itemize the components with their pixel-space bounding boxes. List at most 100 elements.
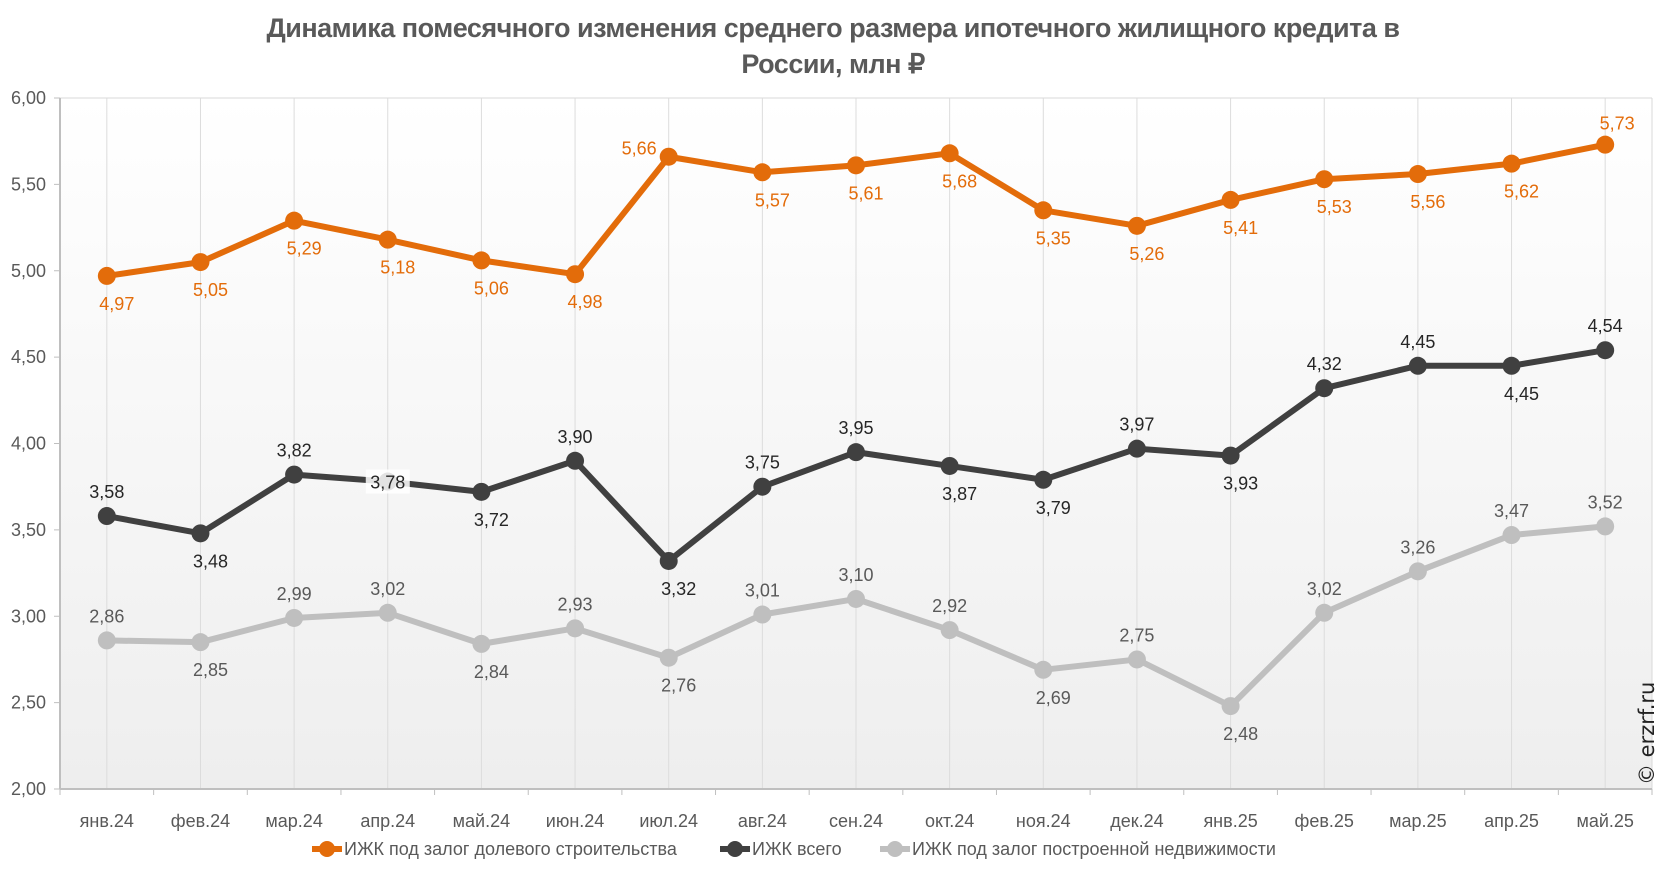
data-label: 3,32 [661,579,696,599]
data-point [97,631,116,650]
data-label: 3,02 [370,579,405,599]
data-point [659,551,678,570]
data-label: 5,56 [1410,192,1445,212]
data-point [1034,201,1053,220]
data-label: 3,47 [1494,501,1529,521]
data-label: 3,52 [1588,492,1623,512]
data-point [191,253,210,272]
legend-label: ИЖК под залог построенной недвижимости [912,839,1276,859]
legend-label: ИЖК под залог долевого строительства [344,839,678,859]
data-label: 5,06 [474,278,509,298]
x-tick-label: дек.24 [1110,811,1163,831]
data-label: 5,41 [1223,218,1258,238]
data-label: 2,85 [193,660,228,680]
chart-title: Динамика помесячного изменения среднего … [0,10,1666,82]
data-point [1596,135,1615,154]
data-point [285,608,304,627]
y-tick-label: 3,00 [11,606,46,626]
y-tick-label: 3,50 [11,520,46,540]
data-label: 3,90 [558,427,593,447]
data-label: 5,05 [193,280,228,300]
data-point [940,144,959,163]
data-label: 3,93 [1223,474,1258,494]
data-label: 3,58 [89,482,124,502]
data-label: 2,93 [558,594,593,614]
data-point [285,465,304,484]
data-label: 5,18 [380,258,415,278]
data-point [1408,356,1427,375]
data-point [191,524,210,543]
data-label: 3,95 [838,418,873,438]
data-point [1221,190,1240,209]
axes: 2,00 2,50 3,00 3,50 4,00 4,50 5,00 5,50 6,00 янв.… [11,88,1653,831]
data-point [1596,517,1615,536]
data-label: 4,32 [1307,354,1342,374]
data-label: 2,48 [1223,724,1258,744]
data-point [659,648,678,667]
y-tick-label: 2,50 [11,693,46,713]
data-point [1315,170,1334,189]
data-point [847,589,865,608]
data-point [1408,562,1427,581]
data-label: 3,10 [838,565,873,585]
data-point [566,619,585,638]
data-point [659,147,678,166]
data-point [1221,446,1240,465]
x-tick-label: июл.24 [639,811,698,831]
chart-title-line-1: Динамика помесячного изменения среднего … [266,13,1400,43]
data-point [97,266,116,285]
data-point [1408,165,1427,184]
data-label: 5,53 [1317,197,1352,217]
y-tick-label: 5,00 [11,261,46,281]
data-point [566,265,585,284]
x-tick-label: фев.24 [171,811,230,831]
data-point [472,482,491,501]
x-tick-label: мар.25 [1389,811,1446,831]
data-point [472,251,491,270]
data-point [285,211,304,230]
data-label: 4,45 [1400,332,1435,352]
data-label: 5,29 [287,239,322,259]
data-point [940,456,959,475]
data-point [1127,216,1146,235]
legend: ИЖК под залог долевого строительства ИЖК … [312,839,1276,859]
x-tick-label: авг.24 [738,811,787,831]
data-label-background [365,469,410,494]
data-point [378,230,397,249]
data-point [847,443,865,462]
data-label: 3,82 [277,441,312,461]
data-label: 5,68 [942,171,977,191]
data-label: 4,98 [568,292,603,312]
x-tick-label: фев.25 [1295,811,1354,831]
data-point [1502,356,1521,375]
data-point [1502,526,1521,545]
data-label: 3,78 [370,473,405,493]
x-tick-label: май.25 [1576,811,1633,831]
x-tick-label: ноя.24 [1016,811,1071,831]
y-tick-label: 5,50 [11,174,46,194]
data-label: 3,97 [1119,415,1154,435]
data-point [1127,439,1146,458]
data-label: 5,62 [1504,182,1539,202]
data-label: 3,72 [474,510,509,530]
data-point [753,163,772,182]
data-label: 2,84 [474,662,509,682]
data-point [753,477,772,496]
x-tick-label: апр.25 [1484,811,1539,831]
data-point [1034,660,1053,679]
data-label: 2,92 [932,596,967,616]
data-label: 3,87 [942,484,977,504]
y-tick-label: 4,50 [11,347,46,367]
data-point [753,605,772,624]
data-point [1315,379,1334,398]
legend-label: ИЖК всего [752,839,842,859]
data-label: 3,79 [1036,498,1071,518]
x-tick-label: окт.24 [925,811,974,831]
data-label: 5,35 [1036,228,1071,248]
x-tick-label: апр.24 [360,811,415,831]
legend-marker-icon [727,841,743,857]
data-point [1596,341,1615,360]
x-tick-label: мар.24 [265,811,322,831]
legend-marker-icon [887,841,903,857]
